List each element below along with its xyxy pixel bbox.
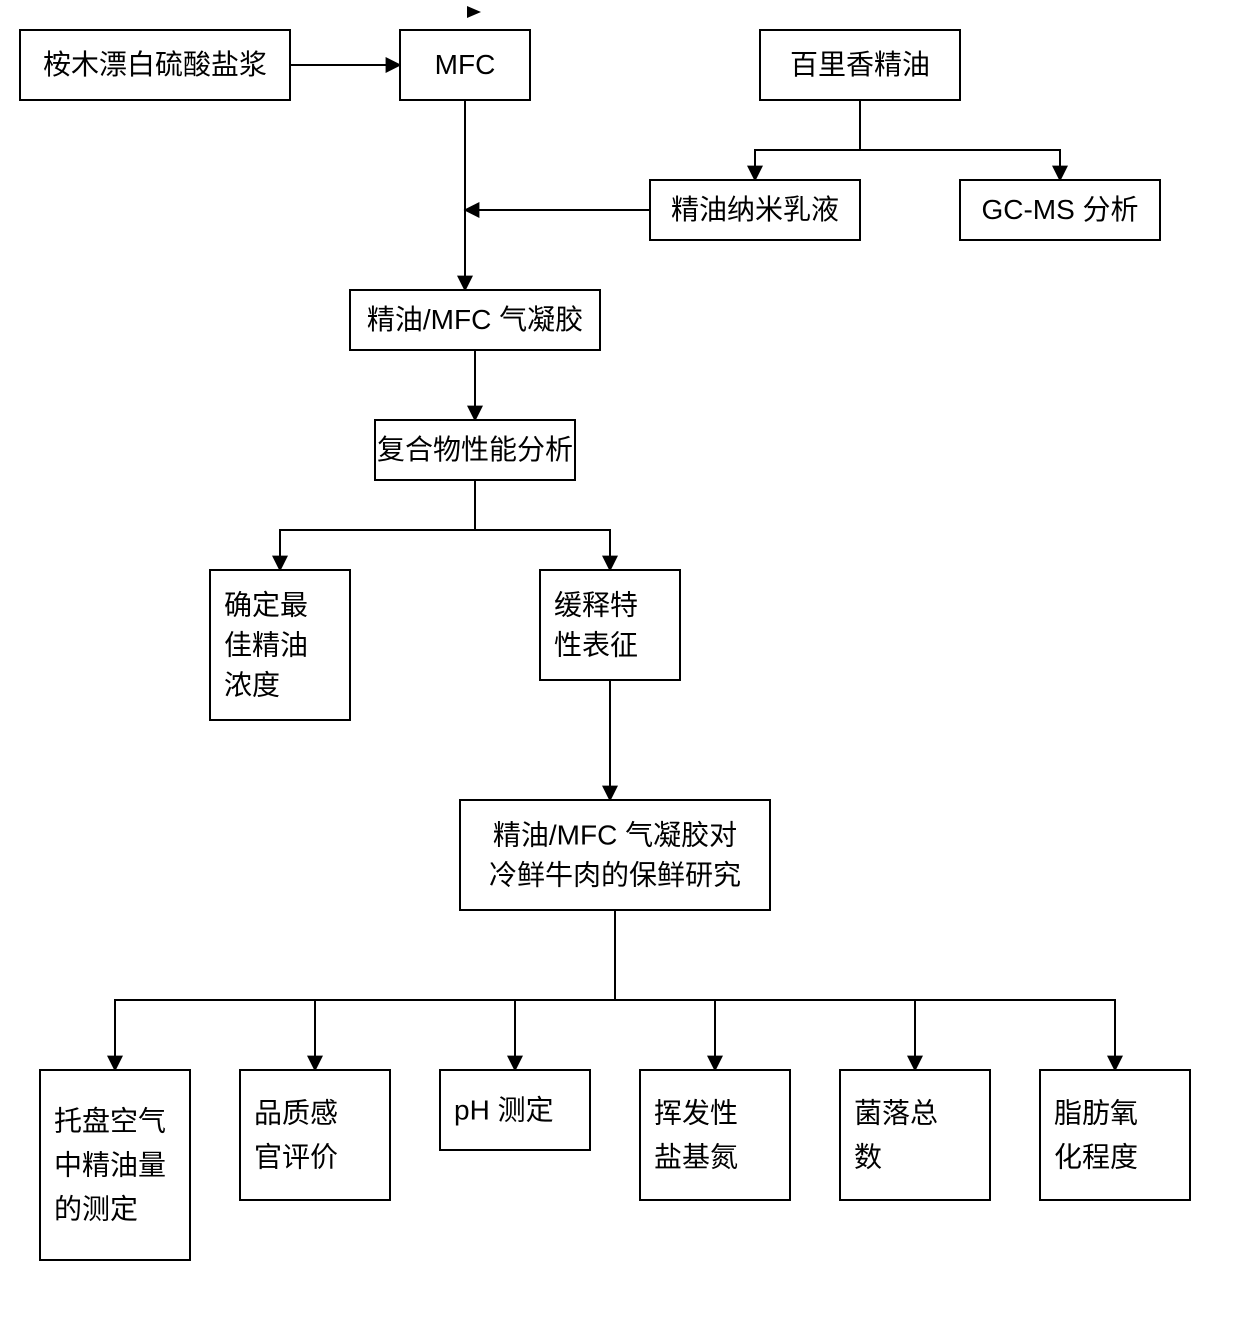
node-pulp-label: 桉木漂白硫酸盐浆 bbox=[43, 49, 267, 80]
node-gcms-label: GC-MS 分析 bbox=[981, 194, 1138, 225]
flowchart-canvas: 桉木漂白硫酸盐浆 MFC 百里香精油精油纳米乳液 GC-MS 分析精油/MFC 气凝胶… bbox=[0, 0, 1240, 1324]
node-m3-label: pH 测定 bbox=[454, 1095, 554, 1126]
node-m6-label: 脂肪氧 bbox=[1054, 1098, 1138, 1129]
node-nanoem: 精油纳米乳液 bbox=[650, 180, 860, 240]
node-analysis: 复合物性能分析 bbox=[375, 420, 575, 480]
edge-thyme-to-nanoem bbox=[755, 100, 860, 180]
node-bestconc: 确定最佳精油浓度 bbox=[210, 570, 350, 720]
node-mfc-label: MFC bbox=[435, 49, 496, 80]
node-slowrel-label: 缓释特 bbox=[554, 589, 638, 620]
node-m2-label: 品质感 bbox=[254, 1098, 338, 1129]
edge-analysis-to-bestconc bbox=[280, 480, 475, 570]
node-slowrel: 缓释特性表征 bbox=[540, 570, 680, 680]
node-m3: pH 测定 bbox=[440, 1070, 590, 1150]
node-m5: 菌落总数 bbox=[840, 1070, 990, 1200]
node-beef-label: 冷鲜牛肉的保鲜研究 bbox=[489, 859, 741, 890]
edge-beef-to-m4 bbox=[615, 910, 715, 1070]
node-slowrel-label: 性表征 bbox=[554, 629, 638, 660]
node-m1: 托盘空气中精油量的测定 bbox=[40, 1070, 190, 1260]
edge-beef-to-m2 bbox=[315, 910, 615, 1070]
node-analysis-label: 复合物性能分析 bbox=[377, 434, 573, 465]
node-m1-label: 中精油量 bbox=[54, 1150, 166, 1181]
edge-beef-to-m1 bbox=[115, 910, 615, 1070]
stray-arrow-0 bbox=[467, 6, 481, 18]
edge-beef-to-m5 bbox=[615, 910, 915, 1070]
node-m1-label: 的测定 bbox=[54, 1194, 138, 1225]
node-nanoem-label: 精油纳米乳液 bbox=[671, 194, 839, 225]
edge-analysis-to-slowrel bbox=[475, 480, 610, 570]
edge-beef-to-m3 bbox=[515, 910, 615, 1070]
edge-thyme-to-gcms bbox=[860, 100, 1060, 180]
node-m4-label: 挥发性 bbox=[654, 1098, 738, 1129]
node-bestconc-label: 确定最 bbox=[224, 589, 308, 620]
node-beef-label: 精油/MFC 气凝胶对 bbox=[493, 819, 737, 850]
node-m6-label: 化程度 bbox=[1054, 1142, 1138, 1173]
node-bestconc-label: 浓度 bbox=[224, 669, 280, 700]
node-pulp: 桉木漂白硫酸盐浆 bbox=[20, 30, 290, 100]
edge-beef-to-m6 bbox=[615, 910, 1115, 1070]
node-thyme: 百里香精油 bbox=[760, 30, 960, 100]
node-m2-label: 官评价 bbox=[254, 1142, 338, 1173]
node-m1-label: 托盘空气 bbox=[54, 1106, 166, 1137]
node-gcms: GC-MS 分析 bbox=[960, 180, 1160, 240]
node-thyme-label: 百里香精油 bbox=[790, 49, 930, 80]
node-m5-label: 数 bbox=[854, 1142, 882, 1173]
node-m2: 品质感官评价 bbox=[240, 1070, 390, 1200]
node-beef: 精油/MFC 气凝胶对冷鲜牛肉的保鲜研究 bbox=[460, 800, 770, 910]
node-m4-label: 盐基氮 bbox=[654, 1142, 738, 1173]
nodes-layer: 桉木漂白硫酸盐浆 MFC 百里香精油精油纳米乳液 GC-MS 分析精油/MFC 气凝胶… bbox=[20, 30, 1190, 1260]
node-bestconc-label: 佳精油 bbox=[224, 629, 308, 660]
node-m6: 脂肪氧化程度 bbox=[1040, 1070, 1190, 1200]
node-aerogel: 精油/MFC 气凝胶 bbox=[350, 290, 600, 350]
node-m4: 挥发性盐基氮 bbox=[640, 1070, 790, 1200]
node-aerogel-label: 精油/MFC 气凝胶 bbox=[367, 304, 583, 335]
node-mfc: MFC bbox=[400, 30, 530, 100]
node-m5-label: 菌落总 bbox=[854, 1098, 938, 1129]
